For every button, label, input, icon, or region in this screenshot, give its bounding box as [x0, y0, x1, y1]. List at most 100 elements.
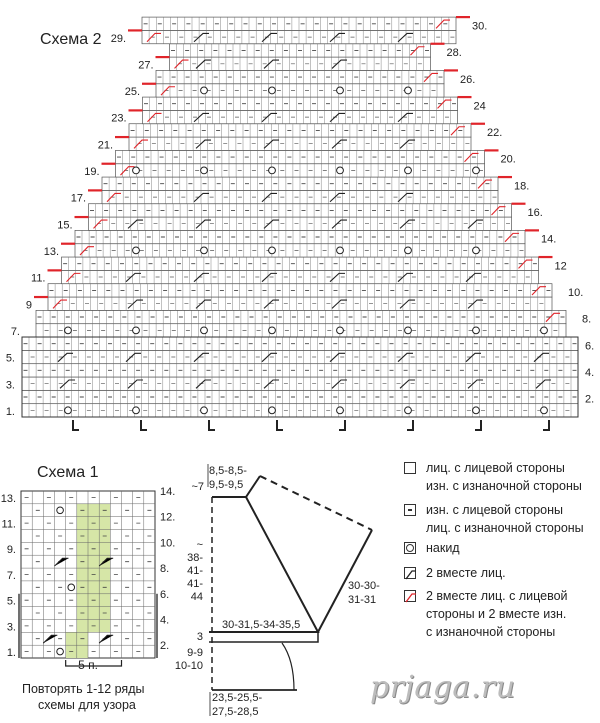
lower-height: 9-9: [187, 647, 203, 659]
chart-row: [155, 83, 445, 98]
row-number-left: 29.: [111, 33, 126, 45]
row-number-right: 8.: [582, 314, 591, 326]
k2tog-symbol: [261, 32, 277, 43]
k2tog-symbol: [193, 272, 209, 283]
row-number-left: 19.: [84, 166, 99, 178]
yarn-over-symbol: [336, 246, 344, 255]
k2tog-symbol: [127, 219, 143, 229]
yarn-over-symbol: [404, 326, 412, 335]
k2tog-symbol: [331, 139, 347, 149]
mid-width: 30-31,5-34-35,5: [222, 619, 300, 631]
red-decrease-symbol: [437, 99, 452, 109]
schema2-row-numbers: 29. 27. 25. 23. 21. 19. 17. 15. 13. 11. 9 7. 5. 3. 1. 3…: [6, 20, 594, 418]
body-height: ~: [197, 539, 203, 551]
red-decrease-symbol: [93, 219, 108, 229]
row-number-right: 6.: [585, 340, 594, 352]
body-height: 44: [191, 591, 203, 603]
yarn-over-symbol: [472, 326, 480, 335]
row-cells: [54, 297, 546, 311]
row-cells: [176, 43, 424, 58]
row-cells: [28, 350, 572, 364]
k2tog-symbol: [193, 32, 209, 43]
top-height: ~7: [191, 481, 204, 493]
row-number-right: 2.: [160, 640, 169, 652]
red-decrease-symbol: [106, 192, 121, 203]
row-number-right: 26.: [460, 74, 475, 86]
k2tog-symbol: [261, 112, 277, 123]
row-cells: [176, 57, 424, 71]
row-cells: [162, 70, 438, 84]
k2tog-symbol: [329, 192, 345, 203]
k2tog-symbol: [263, 219, 279, 229]
yarn-over-symbol: [268, 246, 276, 255]
k2tog-symbol: [263, 299, 279, 309]
legend-text: с изнаночной стороны: [426, 625, 556, 639]
legend-text: 2 вместе лиц.: [426, 566, 506, 580]
k2tog-symbol: [125, 352, 141, 363]
shoulder-slope: [209, 496, 320, 633]
k2tog-symbol: [397, 352, 413, 363]
slant-length: 31-31: [348, 594, 376, 606]
row-cells: [135, 123, 465, 138]
row-number-left: 15.: [57, 219, 72, 231]
k2tog-symbol: [329, 112, 345, 123]
k2tog-symbol: [331, 219, 347, 229]
row-cells: [28, 390, 572, 404]
red-decrease-symbol: [160, 86, 175, 96]
yarn-over-symbol: [268, 326, 276, 335]
red-decrease-symbol: [133, 139, 148, 149]
yarn-over-symbol: [268, 86, 276, 95]
repeat-bracket: [543, 420, 550, 431]
row-number-left: 9.: [7, 544, 16, 556]
yarn-over-symbol: [200, 86, 208, 95]
row-cells: [68, 270, 532, 284]
k2tog-symbol: [263, 59, 279, 69]
top-dashed: [259, 475, 373, 531]
schema2-title: Схема 2: [40, 31, 102, 48]
k2tog-symbol: [195, 219, 211, 229]
yarn-over-symbol: [404, 406, 412, 415]
row-cells: [149, 110, 451, 124]
row-number-right: 24: [474, 100, 486, 112]
red-decrease-symbol: [435, 19, 450, 29]
row-cells: [148, 30, 450, 44]
k2tog-symbol: [467, 219, 483, 229]
k2tog-symbol: [329, 352, 345, 363]
bottom-width: 27,5-28,5: [212, 706, 258, 718]
repeat-span-bracket: [65, 660, 123, 667]
repeat-bracket: [407, 420, 414, 431]
yarn-over-symbol: [268, 406, 276, 415]
k2tog-symbol: [533, 352, 549, 363]
body-height: 41-: [187, 565, 203, 577]
row-number-right: 4.: [585, 367, 594, 379]
row-number-left: 27.: [138, 59, 153, 71]
row-number-right: 12.: [160, 512, 175, 524]
k2tog-symbol: [195, 59, 211, 69]
yarn-over-symbol: [472, 246, 480, 255]
k2tog-symbol: [42, 634, 58, 644]
legend-text: лиц. с изнаночной стороны: [426, 521, 584, 535]
circle-mark: [406, 544, 414, 552]
yarn-over-symbol: [540, 406, 548, 415]
row-cells: [28, 337, 572, 351]
yarn-over-symbol: [472, 406, 480, 415]
k2tog-symbol: [467, 379, 483, 389]
slant-length: 30-30-: [348, 580, 380, 592]
legend-text: изн. с лицевой стороны: [426, 503, 564, 517]
yarn-over-symbol: [200, 166, 208, 175]
dash-mark: [408, 509, 412, 511]
lower-curve: [281, 642, 295, 691]
row-number-left: 9: [26, 299, 32, 311]
knit-square-icon: [404, 462, 416, 474]
red-decrease-symbol: [504, 232, 519, 243]
red-decrease-symbol: [545, 312, 560, 323]
schema1-repeat-label: 5 п.: [78, 658, 98, 672]
red-decrease-symbol: [450, 126, 465, 136]
red-decrease-symbol: [79, 246, 94, 256]
row-number-left: 17.: [71, 193, 86, 205]
k2tog-symbol: [399, 379, 415, 389]
k2tog-symbol: [397, 32, 413, 43]
yarn-over-symbol: [268, 166, 276, 175]
k2tog-symbol: [397, 112, 413, 123]
